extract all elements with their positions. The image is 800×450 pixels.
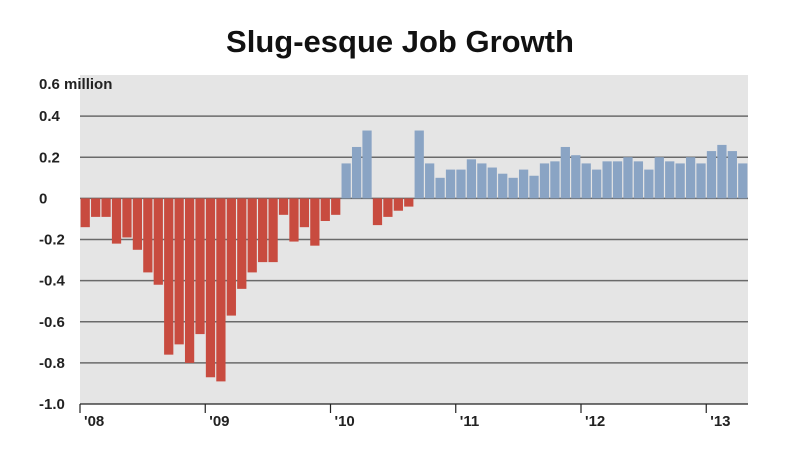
bar <box>143 198 152 272</box>
bar <box>644 170 653 199</box>
bar <box>676 163 685 198</box>
bar <box>154 198 163 284</box>
bar <box>362 131 371 199</box>
bar <box>488 168 497 199</box>
bar <box>216 198 225 381</box>
x-tick-label: '11 <box>460 413 479 430</box>
bar <box>613 161 622 198</box>
bar <box>185 198 194 363</box>
y-tick-label: 0.6 million <box>39 76 112 93</box>
bar <box>655 157 664 198</box>
y-tick-label: -0.2 <box>39 232 65 249</box>
bar <box>435 178 444 199</box>
bar <box>456 170 465 199</box>
bar <box>394 198 403 210</box>
y-tick-label: -0.4 <box>39 273 66 290</box>
bar <box>258 198 267 262</box>
bar <box>81 198 90 227</box>
y-tick-label: 0.2 <box>39 149 60 166</box>
bar <box>477 163 486 198</box>
bar <box>519 170 528 199</box>
bar <box>164 198 173 354</box>
x-axis-ticks: '08 '09 '10 '11 '12 '13 <box>80 404 731 430</box>
bar <box>415 131 424 199</box>
bar <box>509 178 518 199</box>
bar <box>665 161 674 198</box>
x-tick-label: '10 <box>335 413 355 430</box>
bar <box>112 198 121 243</box>
bar <box>342 163 351 198</box>
bar <box>237 198 246 288</box>
bar <box>717 145 726 198</box>
bar <box>623 157 632 198</box>
bar <box>279 198 288 214</box>
bar <box>571 155 580 198</box>
y-tick-label: -1.0 <box>39 396 65 413</box>
bar <box>352 147 361 198</box>
bar <box>592 170 601 199</box>
bar <box>425 163 434 198</box>
x-tick-label: '09 <box>209 413 229 430</box>
bar <box>101 198 110 217</box>
bar <box>696 163 705 198</box>
bar <box>248 198 257 272</box>
bar <box>122 198 131 237</box>
bar <box>446 170 455 199</box>
y-tick-label: -0.6 <box>39 314 65 331</box>
bar <box>300 198 309 227</box>
bar <box>582 163 591 198</box>
bar <box>373 198 382 225</box>
bar <box>540 163 549 198</box>
bar <box>550 161 559 198</box>
bar <box>686 157 695 198</box>
bar <box>310 198 319 245</box>
y-tick-label: 0.4 <box>39 108 61 125</box>
y-tick-label: 0 <box>39 190 47 207</box>
bar <box>383 198 392 217</box>
bar <box>602 161 611 198</box>
bar <box>91 198 100 217</box>
bar <box>634 161 643 198</box>
bar <box>561 147 570 198</box>
bar <box>175 198 184 344</box>
bar <box>728 151 737 198</box>
bar <box>289 198 298 241</box>
bar <box>707 151 716 198</box>
bar <box>206 198 215 377</box>
bar <box>268 198 277 262</box>
bar <box>738 163 747 198</box>
bar <box>227 198 236 315</box>
bar <box>467 159 476 198</box>
bar <box>498 174 507 199</box>
chart-title: Slug-esque Job Growth <box>226 24 574 59</box>
bar <box>195 198 204 334</box>
bar <box>321 198 330 221</box>
bar <box>529 176 538 199</box>
bar <box>404 198 413 206</box>
x-tick-label: '08 <box>84 413 104 430</box>
bar <box>133 198 142 249</box>
x-tick-label: '12 <box>585 413 605 430</box>
bar <box>331 198 340 214</box>
x-tick-label: '13 <box>710 413 730 430</box>
y-tick-label: -0.8 <box>39 355 65 372</box>
